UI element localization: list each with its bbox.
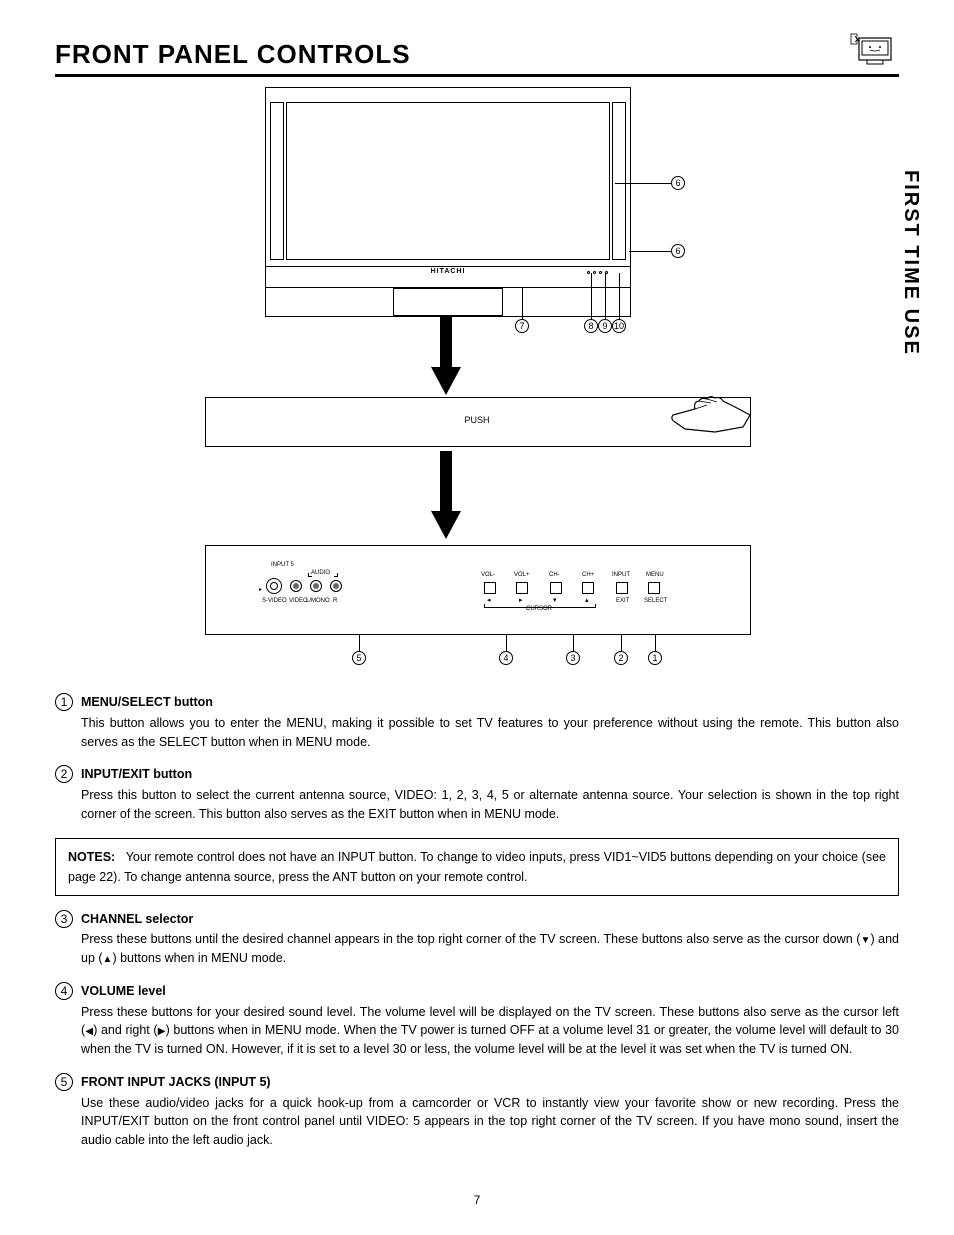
btn-menu (648, 582, 660, 594)
callout-4: 4 (499, 651, 513, 665)
section-1-title: MENU/SELECT button (81, 693, 899, 712)
tv-outer: HITACHI (265, 87, 631, 317)
notes-box: NOTES: Your remote control does not have… (55, 838, 899, 896)
arrow-down-2 (431, 451, 461, 541)
arrow-down-1 (431, 317, 461, 397)
side-tab: FIRST TIME USE (899, 170, 922, 356)
btn-chminus (550, 582, 562, 594)
label-input: INPUT (612, 572, 630, 578)
callout-5: 5 (352, 651, 366, 665)
jack-video (290, 580, 302, 592)
section-2: 2 INPUT/EXIT button Press this button to… (55, 765, 899, 823)
callout-8: 8 (584, 319, 598, 333)
push-label: PUSH (464, 415, 489, 425)
label-volminus: VOL- (481, 572, 495, 578)
section-3: 3 CHANNEL selector Press these buttons u… (55, 910, 899, 968)
num-2: 2 (55, 765, 73, 783)
label-input5: INPUT 5 (271, 562, 294, 568)
label-chminus: CH- (549, 572, 560, 578)
page-number: 7 (474, 1193, 481, 1207)
label-lmono: L/MONO (306, 598, 330, 604)
btn-chplus (582, 582, 594, 594)
diagram-area: HITACHI 6 6 7 8 9 10 PUSH (55, 87, 899, 677)
panel-detail: INPUT 5 AUDIO ▸ S-VIDEO VIDEO L/MONO R V… (205, 545, 751, 635)
label-exit: EXIT (616, 598, 629, 604)
callout-1: 1 (648, 651, 662, 665)
num-3: 3 (55, 910, 73, 928)
label-menu: MENU (646, 572, 664, 578)
label-r: R (333, 598, 337, 604)
section-4: 4 VOLUME level Press these buttons for y… (55, 982, 899, 1059)
callout-7: 7 (515, 319, 529, 333)
section-2-body: Press this button to select the current … (81, 786, 899, 824)
num-4: 4 (55, 982, 73, 1000)
hand-icon (665, 387, 755, 447)
section-1: 1 MENU/SELECT button This button allows … (55, 693, 899, 751)
num-5: 5 (55, 1073, 73, 1091)
jack-svideo (266, 578, 282, 594)
tv-icon (849, 30, 899, 70)
notes-label: NOTES: (68, 850, 115, 864)
callout-10: 10 (612, 319, 626, 333)
section-5: 5 FRONT INPUT JACKS (INPUT 5) Use these … (55, 1073, 899, 1150)
callout-6b: 6 (671, 244, 685, 258)
jack-r (330, 580, 342, 592)
btn-input (616, 582, 628, 594)
section-4-body: Press these buttons for your desired sou… (81, 1003, 899, 1059)
notes-body: Your remote control does not have an INP… (68, 850, 886, 884)
callout-3: 3 (566, 651, 580, 665)
label-audio: AUDIO (311, 570, 330, 576)
num-1: 1 (55, 693, 73, 711)
label-video: VIDEO (289, 598, 308, 604)
callout-9: 9 (598, 319, 612, 333)
callout-6a: 6 (671, 176, 685, 190)
section-2-title: INPUT/EXIT button (81, 765, 899, 784)
btn-volminus (484, 582, 496, 594)
callout-2: 2 (614, 651, 628, 665)
tv-brand: HITACHI (431, 268, 466, 275)
section-5-body: Use these audio/video jacks for a quick … (81, 1094, 899, 1150)
section-3-title: CHANNEL selector (81, 910, 899, 929)
section-3-body: Press these buttons until the desired ch… (81, 930, 899, 968)
label-select: SELECT (644, 598, 667, 604)
label-volplus: VOL+ (514, 572, 530, 578)
btn-volplus (516, 582, 528, 594)
section-4-title: VOLUME level (81, 982, 899, 1001)
page-title: FRONT PANEL CONTROLS (55, 39, 411, 70)
label-chplus: CH+ (582, 572, 594, 578)
section-5-title: FRONT INPUT JACKS (INPUT 5) (81, 1073, 899, 1092)
section-1-body: This button allows you to enter the MENU… (81, 714, 899, 752)
label-cursor: CURSOR (526, 606, 552, 612)
label-svideo: S-VIDEO (262, 598, 287, 604)
jack-lmono (310, 580, 322, 592)
